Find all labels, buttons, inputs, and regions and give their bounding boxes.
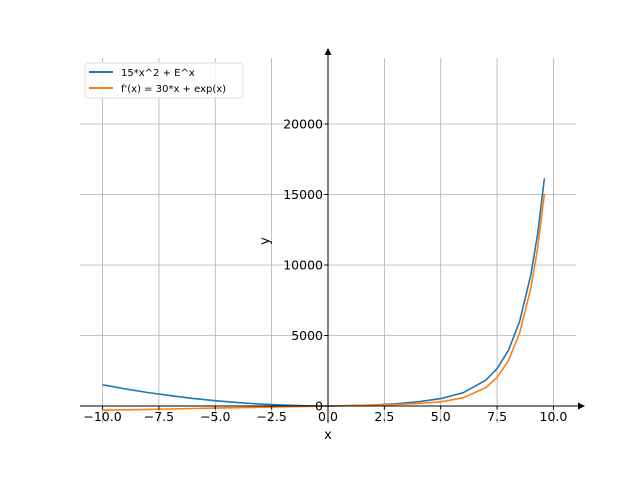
series-lines [102,178,546,411]
x-tick-label: −10.0 [83,409,121,424]
y-tick-label: 10000 [283,257,323,272]
y-axis-arrow-icon [324,48,332,55]
legend-label-0: 15*x^2 + E^x [121,68,195,79]
y-tick-label: 20000 [283,116,323,131]
tick-labels: −10.0 −7.5 −5.0 −2.5 0.0 2.5 5.0 7.5 10.0 0 5000 10… [83,116,567,424]
y-tick-label: 5000 [291,328,323,343]
x-tick-label: 2.5 [374,409,394,424]
axes [80,48,585,423]
x-tick-label: 10.0 [540,409,568,424]
x-tick-label: −5.0 [200,409,230,424]
y-axis-label: y [258,237,273,245]
y-tick-label: 15000 [283,187,323,202]
x-tick-label: 5.0 [431,409,451,424]
x-axis-label: x [324,428,332,443]
y-tick-label: 0 [315,398,323,413]
x-tick-label: 0.0 [318,409,338,424]
x-axis-arrow-icon [578,402,585,410]
series-line-0 [102,178,546,407]
x-tick-label: 7.5 [487,409,507,424]
legend: 15*x^2 + E^x f'(x) = 30*x + exp(x) [84,62,244,99]
legend-label-1: f'(x) = 30*x + exp(x) [121,84,226,95]
x-tick-label: −7.5 [144,409,174,424]
legend-box [84,62,244,99]
x-tick-label: −2.5 [256,409,286,424]
series-line-1 [102,193,546,411]
